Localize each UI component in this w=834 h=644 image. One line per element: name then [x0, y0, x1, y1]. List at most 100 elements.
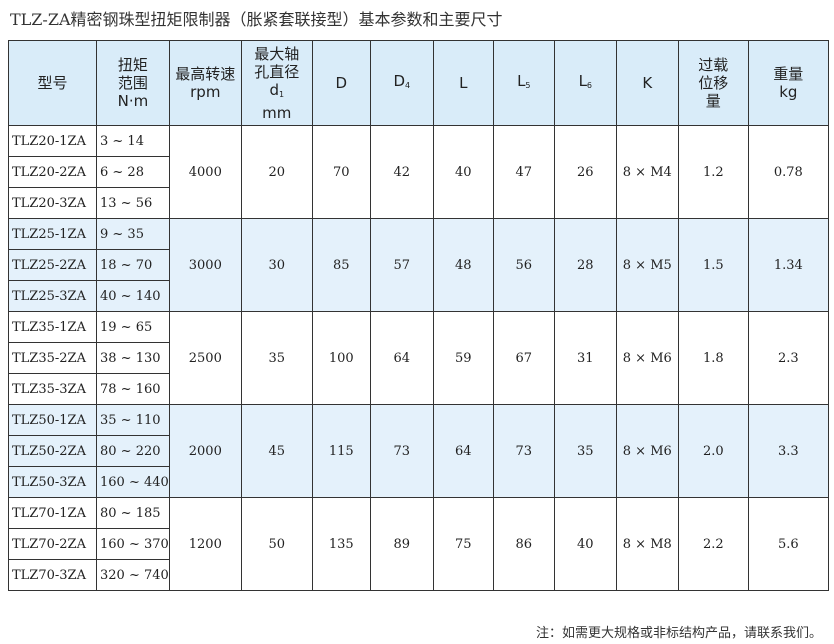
d-cell: 135 [311, 497, 371, 591]
table-row: TLZ35-3ZA 78 ~ 160 [8, 373, 829, 405]
k-cell: 8 × M6 [615, 311, 679, 405]
model-cell: TLZ35-3ZA [8, 373, 97, 405]
header-overload: 过载 位移量 [677, 40, 749, 126]
model-cell: TLZ25-2ZA [8, 249, 97, 281]
l5-cell: 56 [492, 218, 555, 312]
header-label: K [642, 74, 653, 92]
header-L: L [432, 40, 494, 126]
torque-range-cell: 40 ~ 140 [96, 280, 170, 312]
overload-cell: 1.8 [677, 311, 749, 405]
header-K: K [615, 40, 679, 126]
speed-cell: 1200 [168, 497, 242, 591]
d4-cell: 73 [369, 404, 434, 498]
l-cell: 64 [432, 404, 494, 498]
l6-cell: 28 [553, 218, 617, 312]
model-cell: TLZ50-1ZA [8, 404, 97, 436]
torque-range-cell: 19 ~ 65 [96, 311, 170, 343]
header-line: 最高转速 [175, 65, 236, 83]
header-speed: 最高转速 rpm [168, 40, 242, 126]
model-cell: TLZ35-2ZA [8, 342, 97, 374]
header-line: d [269, 80, 280, 99]
overload-cell: 1.5 [677, 218, 749, 312]
l6-cell: 35 [553, 404, 617, 498]
torque-range-cell: 160 ~ 370 [96, 528, 170, 560]
model-cell: TLZ70-1ZA [8, 497, 97, 529]
table-row: TLZ25-2ZA 18 ~ 70 [8, 249, 829, 281]
table-row: TLZ70-3ZA 320 ~ 740 [8, 559, 829, 591]
l-cell: 40 [432, 125, 494, 219]
model-cell: TLZ20-1ZA [8, 125, 97, 157]
l6-cell: 40 [553, 497, 617, 591]
model-cell: TLZ35-1ZA [8, 311, 97, 343]
table-row: TLZ25-1ZA 9 ~ 35 3000 30 85 57 48 56 28 8 × M5 1.5… [8, 218, 829, 312]
torque-range-cell: 35 ~ 110 [96, 404, 170, 436]
torque-range-cell: 3 ~ 14 [96, 125, 170, 157]
weight-cell: 3.3 [747, 404, 829, 498]
torque-range-cell: 78 ~ 160 [96, 373, 170, 405]
torque-range-cell: 6 ~ 28 [96, 156, 170, 188]
torque-range-cell: 38 ~ 130 [96, 342, 170, 374]
model-cell: TLZ25-1ZA [8, 218, 97, 250]
header-weight: 重量 kg [747, 40, 829, 126]
d-cell: 115 [311, 404, 371, 498]
header-line: rpm [190, 83, 221, 101]
speed-cell: 2500 [168, 311, 242, 405]
table-row: TLZ25-3ZA 40 ~ 140 [8, 280, 829, 312]
header-line: kg [779, 83, 798, 101]
d-cell: 100 [311, 311, 371, 405]
bore-cell: 20 [240, 125, 313, 219]
overload-cell: 2.0 [677, 404, 749, 498]
overload-cell: 1.2 [677, 125, 749, 219]
header-line: 量 [705, 92, 721, 110]
header-torque: 扭矩 范围 N·m [96, 40, 170, 126]
header-model: 型号 [8, 40, 97, 126]
header-bore: 最大轴 孔直径 d1 mm [240, 40, 313, 126]
table-row: TLZ70-1ZA 80 ~ 185 1200 50 135 89 75 86 40 8 × M8… [8, 497, 829, 591]
d-cell: 70 [311, 125, 371, 219]
table-row: TLZ20-3ZA 13 ~ 56 [8, 187, 829, 219]
table-row: TLZ50-1ZA 35 ~ 110 2000 45 115 73 64 73 35 8 × M6… [8, 404, 829, 498]
subscript: 1 [279, 89, 285, 99]
weight-cell: 2.3 [747, 311, 829, 405]
k-cell: 8 × M6 [615, 404, 679, 498]
table-row: TLZ50-2ZA 80 ~ 220 [8, 435, 829, 467]
torque-range-cell: 80 ~ 220 [96, 435, 170, 467]
l5-cell: 73 [492, 404, 555, 498]
d4-cell: 42 [369, 125, 434, 219]
l5-cell: 67 [492, 311, 555, 405]
page-title: TLZ-ZA精密钢珠型扭矩限制器（胀紧套联接型）基本参数和主要尺寸 [10, 10, 503, 29]
torque-range-cell: 18 ~ 70 [96, 249, 170, 281]
bore-cell: 45 [240, 404, 313, 498]
header-D: D [311, 40, 371, 126]
footnote: 注：如需更大规格或非标结构产品，请联系我们。 [535, 626, 822, 641]
header-label: D [335, 74, 348, 92]
bore-cell: 30 [240, 218, 313, 312]
header-L5: L5 [492, 40, 555, 126]
weight-cell: 1.34 [747, 218, 829, 312]
model-cell: TLZ20-3ZA [8, 187, 97, 219]
subscript: 6 [586, 80, 593, 90]
header-line: 孔直径 [254, 62, 300, 81]
d4-cell: 89 [369, 497, 434, 591]
model-cell: TLZ50-2ZA [8, 435, 97, 467]
k-cell: 8 × M4 [615, 125, 679, 219]
d4-cell: 64 [369, 311, 434, 405]
table-row: TLZ50-3ZA 160 ~ 440 [8, 466, 829, 498]
k-cell: 8 × M5 [615, 218, 679, 312]
header-row: 型号 扭矩 范围 N·m 最高转速 rpm 最大轴 孔直径 d1 mm D D4 L L5 … [8, 40, 829, 126]
k-cell: 8 × M8 [615, 497, 679, 591]
model-cell: TLZ70-2ZA [8, 528, 97, 560]
weight-cell: 5.6 [747, 497, 829, 591]
model-cell: TLZ70-3ZA [8, 559, 97, 591]
model-cell: TLZ20-2ZA [8, 156, 97, 188]
header-label: L [578, 71, 587, 90]
speed-cell: 2000 [168, 404, 242, 498]
header-label: L [459, 74, 468, 92]
header-model-label: 型号 [37, 74, 68, 92]
torque-range-cell: 80 ~ 185 [96, 497, 170, 529]
header-line: 重量 [773, 65, 804, 83]
header-line: 范围 [117, 74, 148, 92]
header-line: mm [262, 103, 292, 122]
l6-cell: 31 [553, 311, 617, 405]
l-cell: 48 [432, 218, 494, 312]
